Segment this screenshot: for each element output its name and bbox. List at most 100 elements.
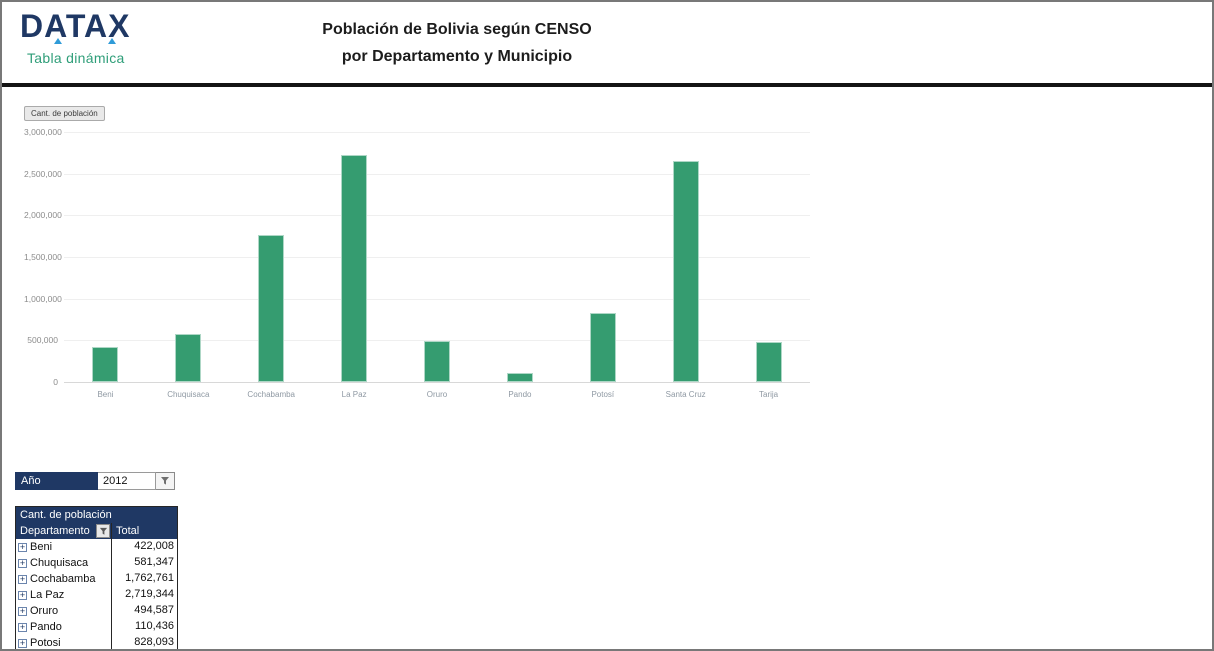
row-value-cell[interactable]: 422,008 xyxy=(111,539,177,555)
logo-accent-icon xyxy=(108,38,116,44)
pivot-table-body: + Beni 422,008 + Chuquisaca 581,347 + Cochabamb… xyxy=(16,539,177,649)
x-tick-label: Cochabamba xyxy=(247,390,296,399)
row-label: Beni xyxy=(30,540,53,553)
expand-icon[interactable]: + xyxy=(18,541,27,552)
row-value-cell[interactable]: 494,587 xyxy=(111,603,177,619)
table-row: + Pando 110,436 xyxy=(16,619,177,635)
bar-tarija[interactable] xyxy=(755,341,782,382)
pivot-column-total[interactable]: Total xyxy=(111,523,177,539)
y-tick-label: 0 xyxy=(53,377,58,387)
table-row: + La Paz 2,719,344 xyxy=(16,587,177,603)
gridline xyxy=(64,257,810,258)
bar-slot xyxy=(313,132,396,382)
x-tick-label: Beni xyxy=(97,390,114,399)
row-value-cell[interactable]: 581,347 xyxy=(111,555,177,571)
pivot-chart: Cant. de población 0 500,000 1,000,000 1,50… xyxy=(24,106,824,406)
bar-cochabamba[interactable] xyxy=(258,235,285,382)
bar-la-paz[interactable] xyxy=(341,155,368,382)
gridline xyxy=(64,382,810,383)
y-tick-label: 2,500,000 xyxy=(24,168,62,179)
bar-slot xyxy=(64,132,147,382)
x-tick-label: Santa Cruz xyxy=(665,390,706,399)
bar-slot xyxy=(644,132,727,382)
row-value-cell[interactable]: 828,093 xyxy=(111,635,177,649)
header: DATAX Tabla dinámica Población de Bolivi… xyxy=(2,2,1212,87)
bar-slot xyxy=(561,132,644,382)
pivot-column-departamento[interactable]: Departamento xyxy=(16,523,111,539)
year-filter-label: Año xyxy=(15,472,98,490)
expand-icon[interactable]: + xyxy=(18,589,27,600)
x-tick-label: La Paz xyxy=(341,390,367,399)
row-label-cell[interactable]: + Beni xyxy=(16,539,111,555)
row-value-cell[interactable]: 110,436 xyxy=(111,619,177,635)
bar-santa-cruz[interactable] xyxy=(672,160,699,382)
bar-pando[interactable] xyxy=(506,372,533,382)
chart-field-button[interactable]: Cant. de población xyxy=(24,106,105,121)
expand-icon[interactable]: + xyxy=(18,573,27,584)
x-axis-labels: Beni Chuquisaca Cochabamba La Paz Oruro Pando… xyxy=(64,390,810,399)
bar-oruro[interactable] xyxy=(424,340,450,382)
table-row: + Cochabamba 1,762,761 xyxy=(16,571,177,587)
logo-subtitle: Tabla dinámica xyxy=(27,50,125,66)
y-tick-label: 3,000,000 xyxy=(24,127,62,137)
pivot-table: Cant. de población Departamento Total + B… xyxy=(15,506,178,649)
row-value-cell[interactable]: 1,762,761 xyxy=(111,571,177,587)
x-tick-label: Tarija xyxy=(759,390,779,399)
x-tick-label: Chuquisaca xyxy=(167,390,210,399)
page-title: Población de Bolivia según CENSO por Dep… xyxy=(257,16,657,70)
page-title-line1: Población de Bolivia según CENSO xyxy=(322,21,592,38)
y-tick-label: 1,000,000 xyxy=(24,293,62,304)
row-label-cell[interactable]: + Oruro xyxy=(16,603,111,619)
bar-slot xyxy=(230,132,313,382)
bar-slot xyxy=(478,132,561,382)
funnel-icon xyxy=(160,476,170,486)
row-label: Chuquisaca xyxy=(30,556,89,569)
y-tick-label: 500,000 xyxy=(27,335,58,346)
table-row: + Oruro 494,587 xyxy=(16,603,177,619)
x-tick-label: Potosí xyxy=(591,390,615,399)
row-label-cell[interactable]: + Cochabamba xyxy=(16,571,111,587)
x-tick-label: Oruro xyxy=(426,390,448,399)
gridline xyxy=(64,132,810,133)
logo-accent-icon xyxy=(54,38,62,44)
pivot-table-title[interactable]: Cant. de población xyxy=(16,507,177,523)
year-filter-value[interactable]: 2012 xyxy=(98,472,156,490)
gridline xyxy=(64,298,810,300)
row-label-cell[interactable]: + La Paz xyxy=(16,587,111,603)
expand-icon[interactable]: + xyxy=(18,605,27,616)
row-label: Oruro xyxy=(30,604,59,617)
y-tick-label: 2,000,000 xyxy=(24,210,62,221)
bar-slot xyxy=(147,132,230,382)
expand-icon[interactable]: + xyxy=(18,557,27,568)
row-label: La Paz xyxy=(30,588,65,601)
table-row: + Beni 422,008 xyxy=(16,539,177,555)
expand-icon[interactable]: + xyxy=(18,637,27,648)
departamento-filter-dropdown-button[interactable] xyxy=(96,524,110,538)
bar-slot xyxy=(396,132,479,382)
bar-beni[interactable] xyxy=(92,346,119,382)
chart-bars xyxy=(64,132,810,382)
row-value-cell[interactable]: 2,719,344 xyxy=(111,587,177,603)
row-label: Pando xyxy=(30,620,62,633)
page-title-line2: por Departamento y Municipio xyxy=(341,48,573,65)
pivot-table-header-row: Departamento Total xyxy=(16,523,177,539)
expand-icon[interactable]: + xyxy=(18,621,27,632)
row-label: Cochabamba xyxy=(30,572,96,585)
table-row: + Potosi 828,093 xyxy=(16,635,177,649)
table-row: + Chuquisaca 581,347 xyxy=(16,555,177,571)
row-label-cell[interactable]: + Potosi xyxy=(16,635,111,649)
year-filter: Año 2012 xyxy=(15,472,175,490)
bar-chuquisaca[interactable] xyxy=(175,333,202,382)
year-filter-dropdown-button[interactable] xyxy=(156,472,175,490)
row-label: Potosi xyxy=(30,636,61,649)
x-tick-label: Pando xyxy=(508,390,532,399)
funnel-dropdown-icon xyxy=(99,527,108,536)
row-label-cell[interactable]: + Pando xyxy=(16,619,111,635)
y-tick-label: 1,500,000 xyxy=(24,252,62,262)
gridline xyxy=(64,173,810,175)
bar-slot xyxy=(727,132,810,382)
bar-potosí[interactable] xyxy=(589,313,616,382)
chart-plot-area xyxy=(64,132,810,383)
row-label-cell[interactable]: + Chuquisaca xyxy=(16,555,111,571)
